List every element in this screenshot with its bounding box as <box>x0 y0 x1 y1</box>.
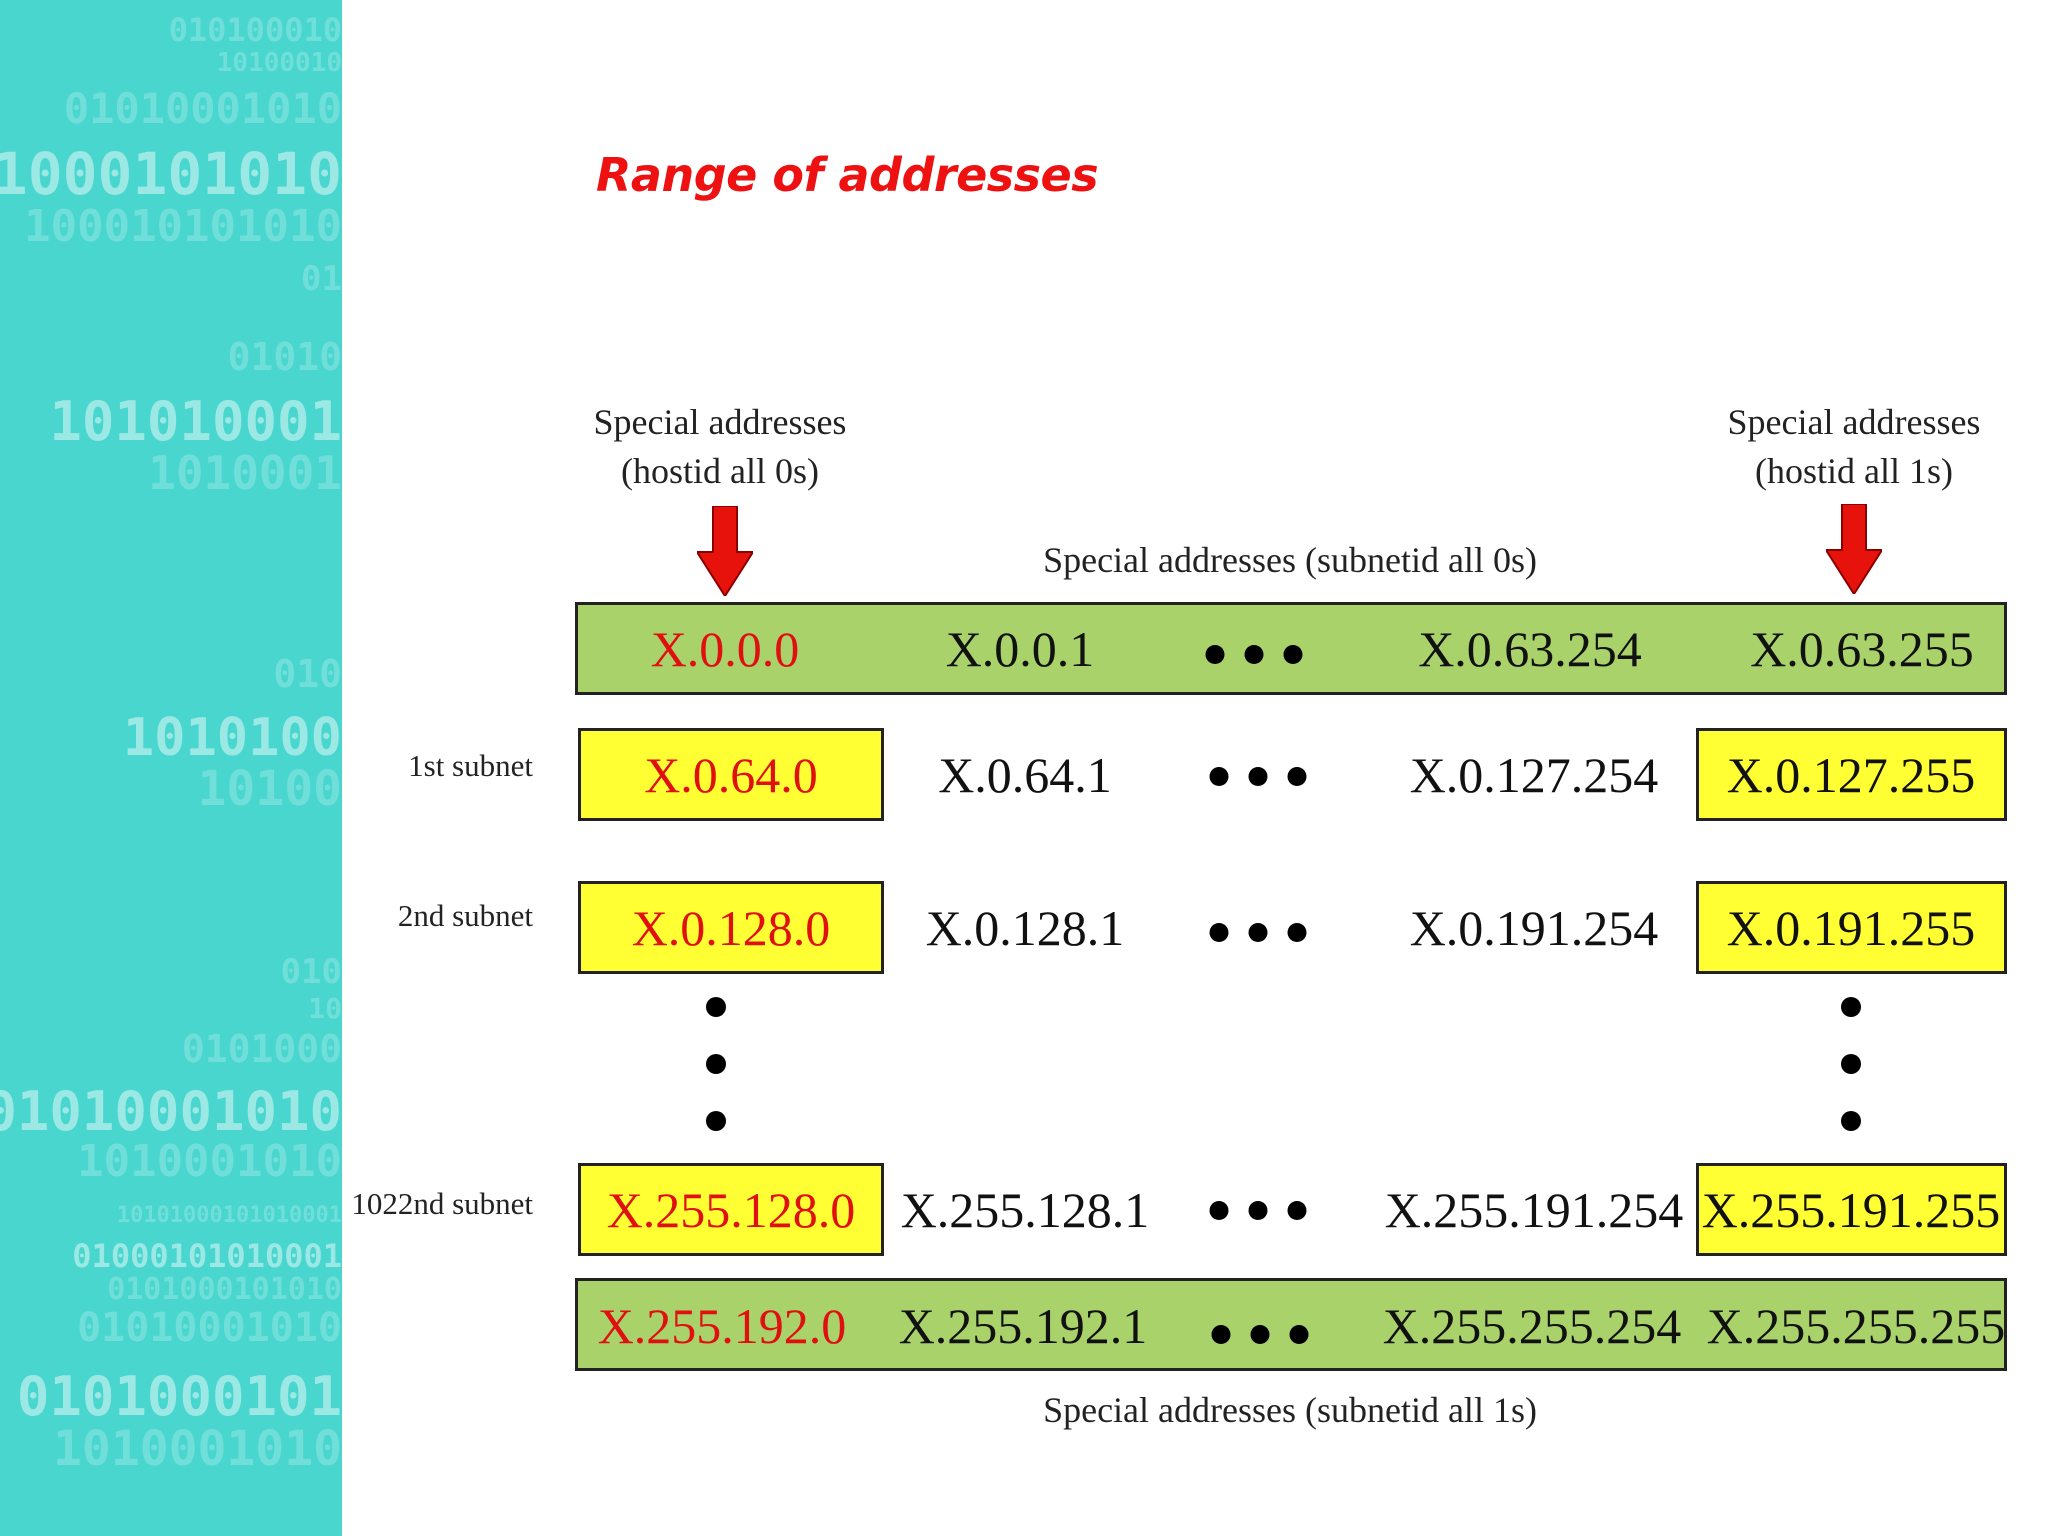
subnet-label: 1022nd subnet <box>351 1186 533 1221</box>
binary-text: 0101000101010 <box>107 1272 342 1307</box>
binary-text: 10100 <box>197 761 343 817</box>
binary-text: 1010001010 <box>53 1421 342 1477</box>
vertical-ellipsis-dot <box>1841 997 1861 1017</box>
special-hostid-0s-label: Special addresses (hostid all 0s) <box>560 398 880 496</box>
address-network: X.0.0.0 <box>650 621 800 677</box>
address-network: X.0.128.0 <box>631 900 831 956</box>
special-subnet-bar-bottom <box>575 1278 2007 1371</box>
special-subnetid-0s-label: Special addresses (subnetid all 0s) <box>1043 540 1537 580</box>
broadcast-address-box <box>1696 881 2007 974</box>
label-line: (hostid all 0s) <box>621 451 819 491</box>
binary-text: 010100010 <box>168 11 342 49</box>
binary-text: 01010 <box>227 335 342 379</box>
subnet-label: 1st subnet <box>408 748 533 783</box>
binary-text: 01 <box>301 259 342 299</box>
address-last-host: X.0.191.254 <box>1409 900 1659 956</box>
label-line: Special addresses <box>593 402 847 442</box>
special-subnet-bar-top <box>575 602 2007 695</box>
binary-text: 01000101010001 <box>72 1237 342 1275</box>
ellipsis-dots <box>1209 1201 1307 1220</box>
ellipsis-dots <box>1211 1325 1309 1344</box>
ellipsis-dots <box>1209 767 1307 786</box>
binary-text: 100010101010 <box>24 201 342 252</box>
binary-text: 0101000 <box>181 1027 342 1071</box>
slide-title: Range of addresses <box>596 148 1099 202</box>
binary-text: 10 <box>308 992 342 1025</box>
binary-text: 10101000101010001 <box>116 1203 342 1228</box>
address-network: X.255.192.0 <box>597 1298 847 1354</box>
binary-text: 010 <box>280 952 342 992</box>
address-broadcast: X.255.255.255 <box>1706 1298 2006 1354</box>
address-first-host: X.255.192.1 <box>898 1298 1148 1354</box>
vertical-ellipsis-dot <box>706 997 726 1017</box>
down-arrow-icon <box>1826 504 1882 594</box>
address-broadcast: X.0.63.255 <box>1750 621 1974 677</box>
binary-text: 01010001010 <box>0 1080 342 1143</box>
network-address-box <box>578 1163 884 1256</box>
binary-text: 1010001010 <box>77 1136 342 1187</box>
address-first-host: X.0.64.1 <box>938 747 1112 803</box>
address-last-host: X.0.127.254 <box>1409 747 1659 803</box>
down-arrow-icon <box>697 506 753 596</box>
binary-text: 0101000101 <box>16 1365 342 1428</box>
special-subnetid-1s-label: Special addresses (subnetid all 1s) <box>1043 1390 1537 1430</box>
address-last-host: X.255.255.254 <box>1382 1298 1682 1354</box>
broadcast-address-box <box>1696 1163 2007 1256</box>
binary-text: 01010001010 <box>77 1305 342 1351</box>
address-first-host: X.255.128.1 <box>900 1182 1150 1238</box>
vertical-ellipsis-dot <box>1841 1054 1861 1074</box>
broadcast-address-box <box>1696 728 2007 821</box>
vertical-ellipsis-dot <box>706 1111 726 1131</box>
address-broadcast: X.0.127.255 <box>1726 747 1976 803</box>
address-first-host: X.0.0.1 <box>945 621 1095 677</box>
ellipsis-dots <box>1209 923 1307 942</box>
address-broadcast: X.255.191.255 <box>1701 1182 2001 1238</box>
binary-text: 1010100 <box>122 708 342 768</box>
address-last-host: X.0.63.254 <box>1418 621 1642 677</box>
vertical-ellipsis-dot <box>1841 1111 1861 1131</box>
binary-text: 1000101010 <box>0 140 342 208</box>
vertical-ellipsis-dot <box>706 1054 726 1074</box>
subnet-label: 2nd subnet <box>397 898 533 933</box>
ellipsis-dots <box>1205 645 1303 664</box>
special-hostid-1s-label: Special addresses (hostid all 1s) <box>1694 398 2014 496</box>
network-address-box <box>578 881 884 974</box>
address-broadcast: X.0.191.255 <box>1726 900 1976 956</box>
label-line: (hostid all 1s) <box>1755 451 1953 491</box>
binary-decor-panel: 010100010 10100010 01010001010 100010101… <box>0 0 342 1536</box>
address-network: X.0.64.0 <box>644 747 818 803</box>
address-network: X.255.128.0 <box>606 1182 856 1238</box>
address-first-host: X.0.128.1 <box>925 900 1125 956</box>
binary-text: 01010001010 <box>63 84 342 133</box>
network-address-box <box>578 728 884 821</box>
binary-text: 1010001 <box>148 446 342 500</box>
label-line: Special addresses <box>1727 402 1981 442</box>
binary-text: 10100010 <box>216 48 342 78</box>
binary-text: 101010001 <box>49 390 342 453</box>
binary-text: 010 <box>273 652 342 696</box>
address-last-host: X.255.191.254 <box>1384 1182 1684 1238</box>
